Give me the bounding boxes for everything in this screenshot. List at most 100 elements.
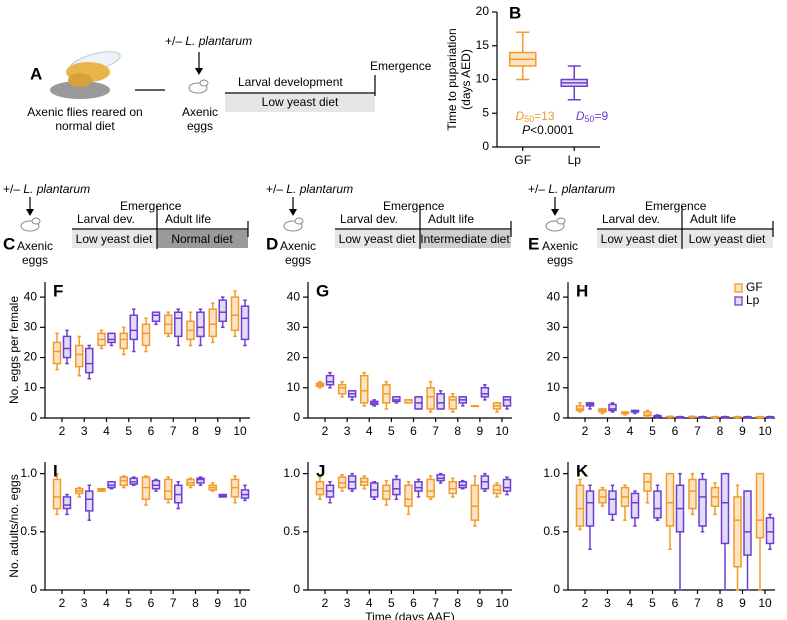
box <box>85 490 94 512</box>
y-tick-label: 0 <box>293 410 300 424</box>
box <box>382 484 391 500</box>
box <box>585 490 595 527</box>
diet-box <box>225 94 375 112</box>
box <box>174 311 183 338</box>
treatment-prefix: +/– <box>528 182 548 196</box>
parent-label: Axenic flies reared on <box>27 105 142 119</box>
x-tick-label: 10 <box>758 424 772 438</box>
legend-swatch <box>734 283 743 293</box>
treatment-label: +/– L. plantarum <box>266 182 353 196</box>
x-tick-label: 8 <box>454 596 461 610</box>
box <box>743 490 752 556</box>
annotation-rest: =9 <box>595 109 609 123</box>
box <box>480 387 490 398</box>
x-tick-label: 2 <box>582 424 589 438</box>
panel-letter: I <box>53 461 58 480</box>
box <box>653 490 662 519</box>
box <box>119 332 128 350</box>
y-tick-label: 40 <box>547 289 561 303</box>
x-tick-label: 5 <box>388 596 395 610</box>
annotation: P<0.0001 <box>522 123 574 137</box>
y-tick-label: 30 <box>547 320 561 334</box>
box <box>208 308 217 338</box>
eggs-label: eggs <box>547 253 573 267</box>
x-tick-label: Lp <box>568 153 582 167</box>
box <box>392 478 401 496</box>
diet-label: Low yeast diet <box>601 232 678 246</box>
adult-stage-label: Adult life <box>428 212 474 226</box>
egg-icon <box>31 217 41 225</box>
box <box>426 478 435 498</box>
x-axis-label: Time (days AAE) <box>365 610 455 620</box>
x-tick-label: 10 <box>233 424 247 438</box>
y-tick-label: 10 <box>24 380 38 394</box>
adult-diet-box <box>157 230 248 248</box>
x-tick-label: 5 <box>125 596 132 610</box>
stage-label: Larval development <box>238 75 343 89</box>
diet-box <box>597 230 682 248</box>
dish <box>50 81 110 99</box>
y-axis-label: Time to pupariation <box>445 28 459 130</box>
box <box>414 481 423 492</box>
box <box>575 484 585 527</box>
box <box>52 341 62 365</box>
event-label: Emergence <box>645 199 707 213</box>
panel-letter: G <box>316 281 329 300</box>
y-tick-label: 0.5 <box>543 524 560 538</box>
x-tick-label: 4 <box>366 596 373 610</box>
box <box>688 478 697 510</box>
adult-stage-label: Adult life <box>165 212 211 226</box>
x-tick-label: 8 <box>717 596 724 610</box>
x-tick-label: 6 <box>410 424 417 438</box>
box <box>107 332 116 344</box>
egg-icon <box>556 217 566 225</box>
treatment-label: +/– L. plantarum <box>165 34 252 48</box>
y-tick-label: 15 <box>476 38 490 52</box>
fly-body <box>68 73 92 87</box>
legend-label: GF <box>746 280 763 294</box>
box <box>665 472 675 527</box>
box <box>426 387 435 410</box>
annotation-rest: <0.0001 <box>530 123 574 137</box>
eggs-label: eggs <box>22 253 48 267</box>
y-tick-label: 1.0 <box>283 466 300 480</box>
y-tick-label: 5 <box>482 105 489 119</box>
treatment-label: +/– L. plantarum <box>3 182 90 196</box>
x-tick-label: 10 <box>495 424 509 438</box>
y-tick-label: 10 <box>547 380 561 394</box>
x-tick-label: 5 <box>649 596 656 610</box>
x-tick-label: 10 <box>758 596 772 610</box>
y-axis-label: No. adults/no. eggs <box>7 474 21 577</box>
x-tick-label: 4 <box>627 596 634 610</box>
y-tick-label: 20 <box>24 350 38 364</box>
eggs-label: Axenic <box>182 105 218 119</box>
panel-letter: K <box>576 461 589 480</box>
panel-letter: B <box>509 3 521 22</box>
x-tick-label: 9 <box>739 596 746 610</box>
box <box>218 299 227 323</box>
box <box>470 484 480 521</box>
box <box>164 478 173 500</box>
x-tick-label: 9 <box>214 596 221 610</box>
x-tick-label: 7 <box>694 596 701 610</box>
event-label: Emergence <box>383 199 445 213</box>
annotation: D50=13 <box>515 109 554 124</box>
x-tick-label: 2 <box>59 596 66 610</box>
x-tick-label: 10 <box>233 596 247 610</box>
annotation-main: P <box>522 123 530 137</box>
y-tick-label: 0 <box>30 582 37 596</box>
box <box>448 481 457 495</box>
box <box>151 311 161 323</box>
annotation-sub: 50 <box>524 114 534 124</box>
x-tick-label: 7 <box>432 596 439 610</box>
y-tick-label: 0 <box>293 582 300 596</box>
panel-letter: H <box>576 281 588 300</box>
annotation-sub: 50 <box>584 114 594 124</box>
diet-label: Low yeast diet <box>339 232 416 246</box>
eggs-label: Axenic <box>17 239 53 253</box>
stage-label: Larval dev. <box>77 212 135 226</box>
box <box>720 472 730 545</box>
box <box>404 484 413 507</box>
legend-swatch <box>734 296 743 306</box>
